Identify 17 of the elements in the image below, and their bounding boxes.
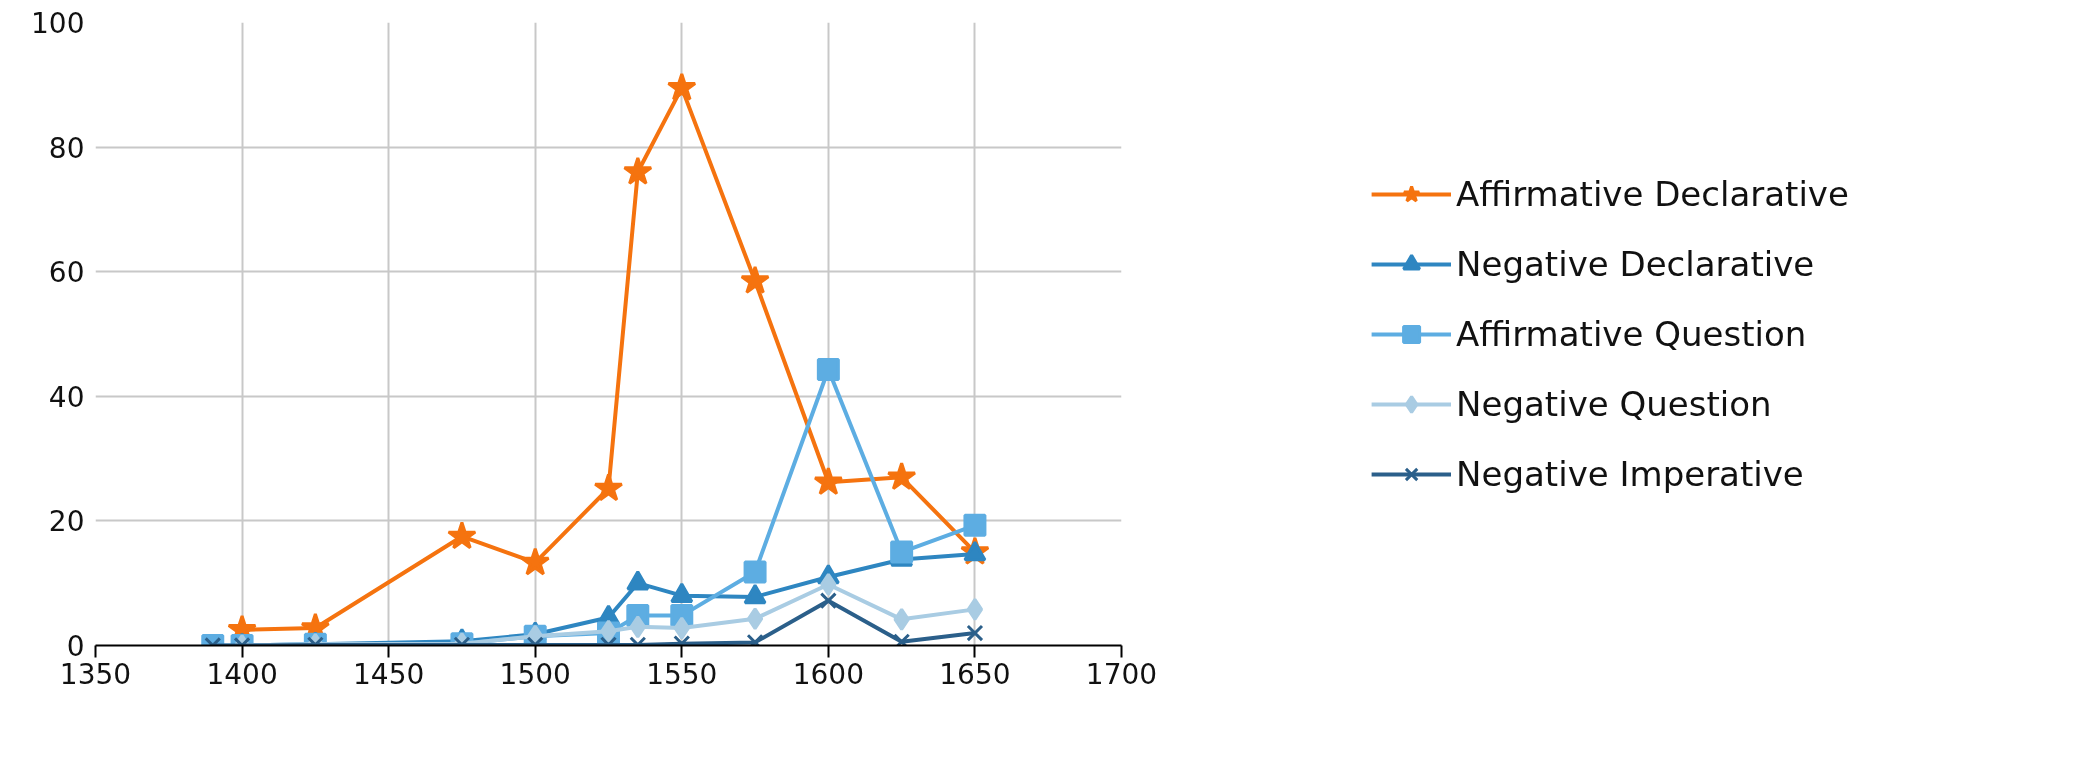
y-tick-label: 80	[48, 131, 85, 165]
legend-label: Affirmative Question	[1456, 313, 1807, 354]
x-tick-label: 1500	[499, 657, 571, 691]
x-tick-label: 1550	[646, 657, 718, 691]
legend-label: Negative Question	[1456, 383, 1772, 424]
x-tick-label: 1650	[939, 657, 1011, 691]
y-tick-label: 100	[31, 7, 85, 40]
legend-label: Negative Imperative	[1456, 453, 1804, 494]
y-tick-label: 40	[48, 380, 85, 414]
y-tick-label: 60	[48, 256, 85, 290]
x-tick-label: 1450	[353, 657, 425, 691]
x-tick-label: 1700	[1085, 657, 1158, 691]
legend-label: Negative Declarative	[1456, 243, 1815, 284]
x-tick-label: 1600	[792, 657, 864, 691]
legend-label: Affirmative Declarative	[1456, 173, 1849, 214]
y-tick-label: 20	[48, 505, 85, 539]
x-tick-label: 1400	[206, 657, 278, 691]
